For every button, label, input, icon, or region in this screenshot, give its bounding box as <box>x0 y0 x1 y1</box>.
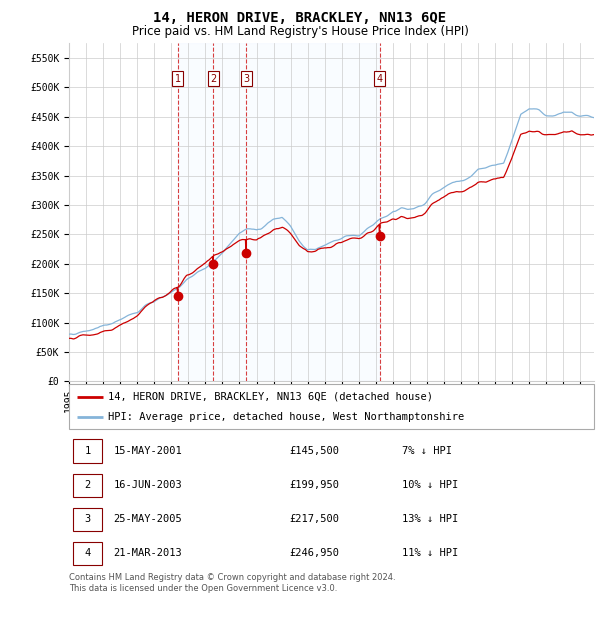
Text: £199,950: £199,950 <box>290 480 340 490</box>
Text: 4: 4 <box>85 548 91 559</box>
Bar <box>73 474 102 497</box>
Text: 4: 4 <box>377 74 383 84</box>
Text: 25-MAY-2005: 25-MAY-2005 <box>113 514 182 525</box>
Bar <box>73 440 102 463</box>
Text: 14, HERON DRIVE, BRACKLEY, NN13 6QE (detached house): 14, HERON DRIVE, BRACKLEY, NN13 6QE (det… <box>109 392 433 402</box>
Text: HPI: Average price, detached house, West Northamptonshire: HPI: Average price, detached house, West… <box>109 412 464 422</box>
Text: 15-MAY-2001: 15-MAY-2001 <box>113 446 182 456</box>
Bar <box>178 43 380 381</box>
Text: 1: 1 <box>175 74 181 84</box>
Text: £217,500: £217,500 <box>290 514 340 525</box>
Text: £246,950: £246,950 <box>290 548 340 559</box>
Text: Contains HM Land Registry data © Crown copyright and database right 2024.: Contains HM Land Registry data © Crown c… <box>69 573 395 582</box>
Text: 10% ↓ HPI: 10% ↓ HPI <box>403 480 458 490</box>
Text: 21-MAR-2013: 21-MAR-2013 <box>113 548 182 559</box>
Text: 3: 3 <box>243 74 249 84</box>
Text: Price paid vs. HM Land Registry's House Price Index (HPI): Price paid vs. HM Land Registry's House … <box>131 25 469 38</box>
Text: 11% ↓ HPI: 11% ↓ HPI <box>403 548 458 559</box>
Bar <box>73 508 102 531</box>
Text: 14, HERON DRIVE, BRACKLEY, NN13 6QE: 14, HERON DRIVE, BRACKLEY, NN13 6QE <box>154 11 446 25</box>
Text: 3: 3 <box>85 514 91 525</box>
Bar <box>73 542 102 565</box>
Text: 1: 1 <box>85 446 91 456</box>
Text: This data is licensed under the Open Government Licence v3.0.: This data is licensed under the Open Gov… <box>69 584 337 593</box>
Text: 16-JUN-2003: 16-JUN-2003 <box>113 480 182 490</box>
Text: 7% ↓ HPI: 7% ↓ HPI <box>403 446 452 456</box>
Text: £145,500: £145,500 <box>290 446 340 456</box>
Text: 13% ↓ HPI: 13% ↓ HPI <box>403 514 458 525</box>
Text: 2: 2 <box>210 74 217 84</box>
Text: 2: 2 <box>85 480 91 490</box>
